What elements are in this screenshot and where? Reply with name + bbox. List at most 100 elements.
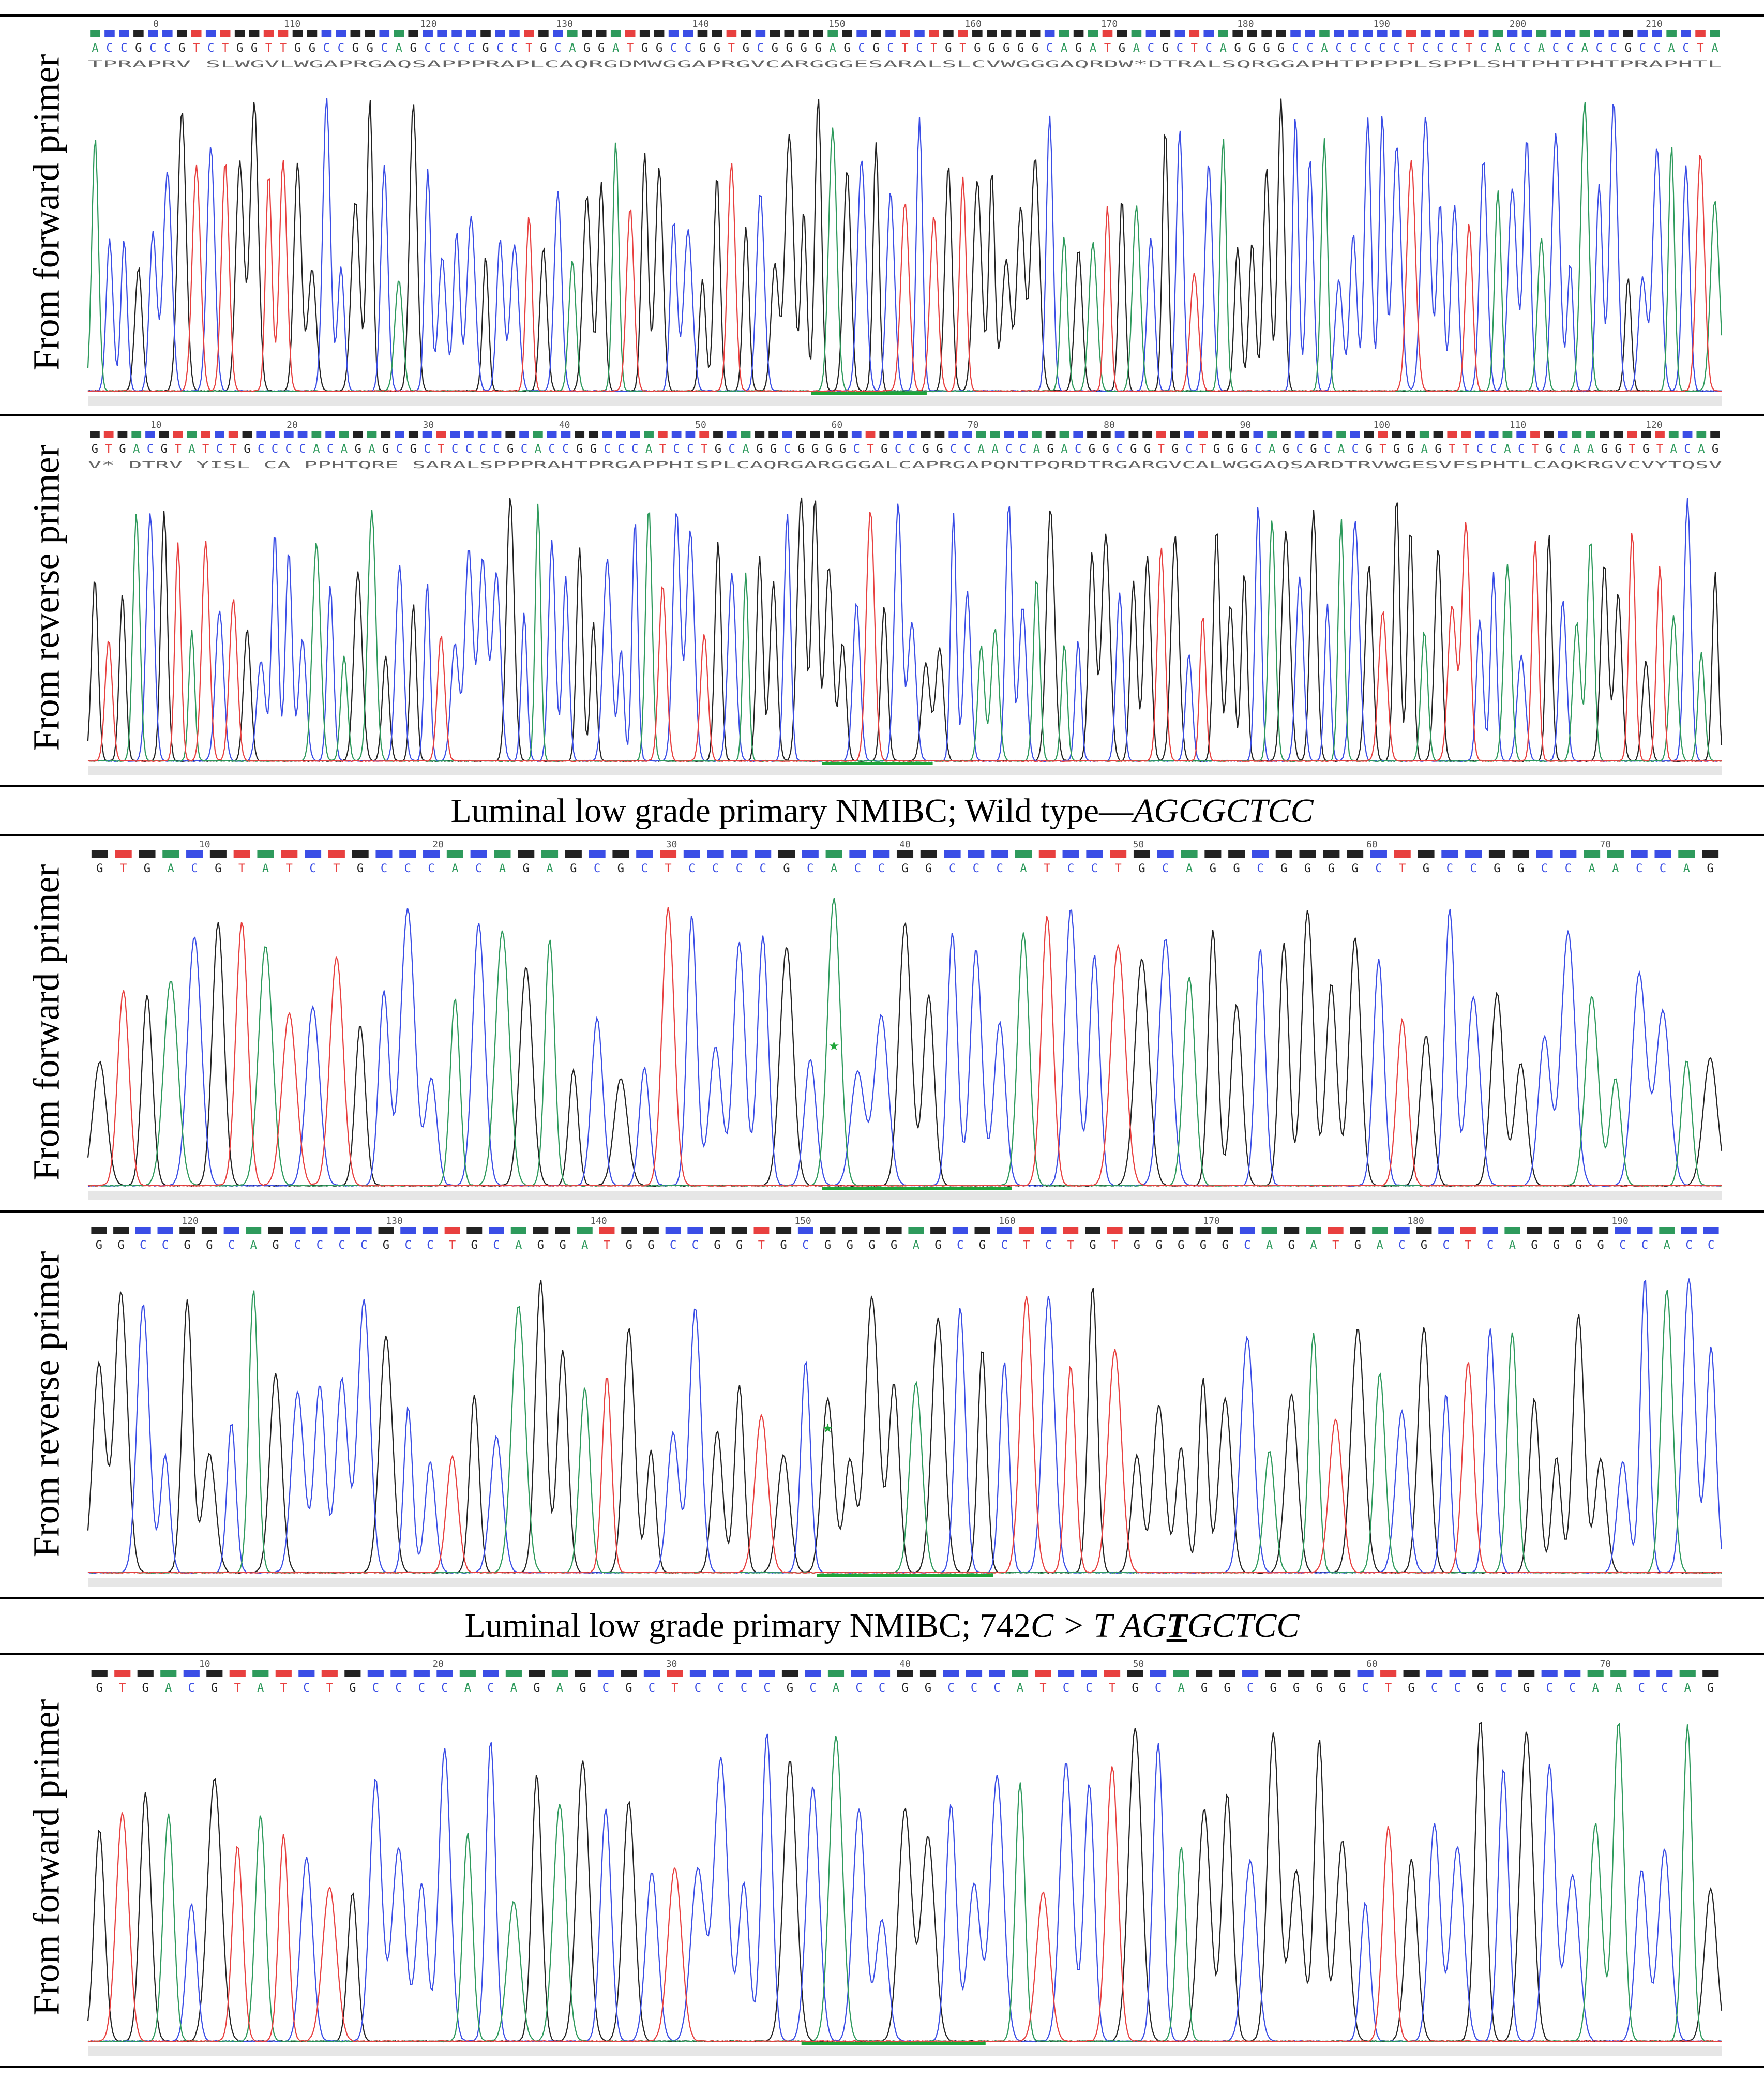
quality-box — [201, 1227, 217, 1234]
base-letter: G — [559, 1239, 566, 1252]
base-letter: T — [1379, 443, 1386, 456]
base-letter: T — [901, 42, 908, 55]
base-letter: C — [858, 42, 865, 55]
quality-box — [1449, 30, 1460, 37]
quality-box — [1334, 30, 1344, 37]
base-letter: G — [891, 1239, 897, 1252]
base-letter: G — [1263, 42, 1270, 55]
base-letter: G — [579, 1682, 586, 1695]
quality-box — [367, 1670, 384, 1677]
base-letter: G — [815, 42, 822, 55]
base-letter: A — [165, 1682, 172, 1695]
base-letter: C — [1559, 443, 1566, 456]
quality-box — [1406, 431, 1415, 438]
quality-box — [1558, 431, 1568, 438]
base-letter: C — [475, 862, 482, 875]
quality-box — [379, 30, 390, 37]
quality-box — [249, 30, 260, 37]
quality-box — [630, 431, 640, 438]
quality-box — [466, 1227, 483, 1234]
base-letter: G — [1047, 443, 1054, 456]
trace-T — [87, 907, 1722, 1187]
base-letter: G — [801, 42, 807, 55]
base-letter: G — [715, 443, 721, 456]
base-letter: C — [807, 862, 813, 875]
base-letter: G — [901, 862, 908, 875]
mutation-star: ★ — [822, 1417, 833, 1438]
quality-box — [350, 30, 361, 37]
quality-box — [987, 30, 997, 37]
base-letter: G — [1546, 443, 1552, 456]
quality-box — [1584, 850, 1601, 858]
quality-box — [1110, 850, 1127, 858]
base-letter: G — [783, 862, 790, 875]
tick-label: 190 — [1373, 19, 1390, 29]
base-letter: A — [1017, 1682, 1023, 1695]
base-letter: C — [1335, 42, 1342, 55]
quality-box — [1560, 850, 1577, 858]
base-letter: C — [594, 862, 600, 875]
base-letter: A — [1683, 862, 1690, 875]
base-letter: G — [382, 443, 389, 456]
base-letter: G — [1435, 443, 1441, 456]
base-letter: T — [238, 862, 245, 875]
base-letter: T — [1463, 443, 1469, 456]
quality-box — [920, 850, 937, 858]
quality-box — [209, 850, 227, 858]
quality-box — [413, 1670, 430, 1677]
base-letter: T — [1191, 42, 1198, 55]
base-letter: C — [1306, 42, 1313, 55]
quality-box — [252, 1670, 269, 1677]
base-letter: C — [1638, 1682, 1645, 1695]
quality-box — [727, 431, 737, 438]
quality-box — [873, 1670, 891, 1677]
mutant-base: T — [1166, 1607, 1187, 1644]
quality-box — [483, 1670, 499, 1677]
base-letter: G — [590, 443, 597, 456]
base-letter: A — [1509, 1239, 1516, 1252]
quality-box — [290, 1227, 306, 1234]
quality-bars — [91, 1227, 1719, 1234]
panel-divider — [0, 785, 1764, 787]
quality-box — [446, 850, 463, 858]
quality-box — [246, 1227, 262, 1234]
base-letter: A — [168, 862, 174, 875]
quality-box — [400, 1227, 416, 1234]
base-letter: G — [936, 443, 943, 456]
quality-box — [921, 431, 931, 438]
quality-box — [856, 30, 867, 37]
tick-label: 200 — [1510, 19, 1527, 29]
base-letter: C — [441, 1682, 448, 1695]
quality-box — [1062, 850, 1079, 858]
quality-box — [1133, 850, 1150, 858]
quality-box — [1198, 431, 1208, 438]
quality-box — [805, 1670, 821, 1677]
base-letter: G — [206, 1239, 213, 1252]
base-letter: A — [742, 443, 749, 456]
quality-box — [470, 850, 487, 858]
base-letter: T — [120, 862, 127, 875]
trace-C — [87, 1278, 1723, 1574]
quality-box — [1668, 431, 1679, 438]
base-letter: A — [1538, 42, 1545, 55]
base-letter: C — [1476, 443, 1483, 456]
base-letter: A — [515, 1239, 522, 1252]
quality-box — [1656, 1670, 1673, 1677]
base-letter: C — [468, 42, 474, 55]
trace-G — [87, 1280, 1722, 1574]
base-letter: A — [1504, 443, 1511, 456]
quality-box — [1565, 30, 1576, 37]
base-letter: C — [1546, 1682, 1553, 1695]
base-letter: C — [1075, 443, 1081, 456]
base-letter: G — [119, 443, 126, 456]
quality-box — [575, 1670, 591, 1677]
quality-box — [943, 30, 954, 37]
quality-box — [1290, 30, 1301, 37]
quality-box — [1299, 850, 1316, 858]
baseline-bar — [88, 766, 1722, 775]
base-letter: G — [641, 42, 648, 55]
base-letter: A — [1090, 42, 1096, 55]
quality-box — [1637, 30, 1648, 37]
